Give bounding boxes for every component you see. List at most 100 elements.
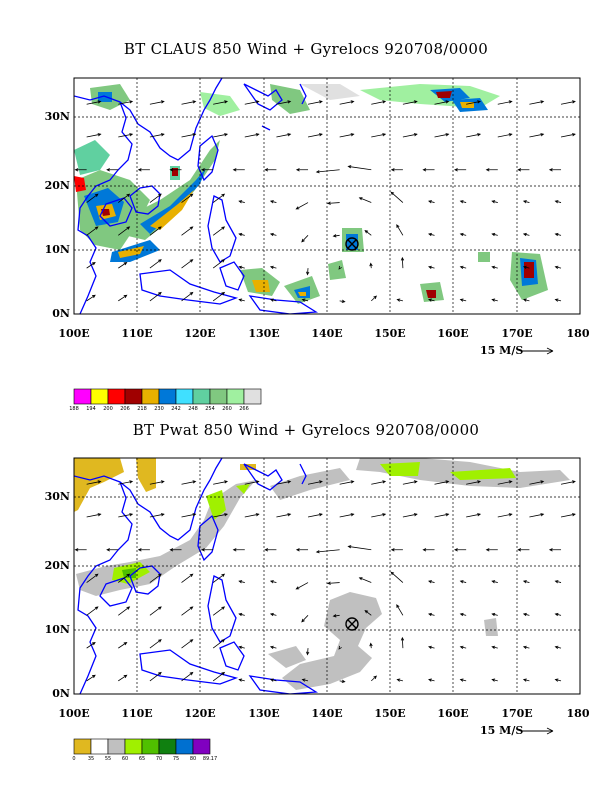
colorbar-swatch (141, 388, 160, 405)
wind-vector (238, 645, 245, 649)
wind-vector (181, 606, 194, 616)
panel2-ytick: 10N (44, 623, 70, 636)
colorbar-swatch (158, 388, 177, 405)
colorbar-swatch (175, 738, 194, 755)
wind-vector (137, 548, 150, 552)
wind-vector (390, 548, 403, 552)
wind-vector (339, 513, 355, 518)
colorbar-label: 65 (138, 756, 146, 762)
wind-vector (137, 168, 150, 172)
wind-vector (428, 678, 435, 682)
wind-vector (364, 230, 372, 236)
colorbar-label: 55 (104, 756, 112, 762)
wind-vector (459, 612, 467, 617)
wind-vector (371, 100, 387, 105)
colorbar-swatch (73, 388, 92, 405)
wind-vector (212, 606, 226, 616)
wind-vector (491, 232, 498, 237)
wind-vector (428, 232, 435, 237)
wind-vector (169, 168, 182, 172)
wind-vector (244, 513, 260, 518)
wind-vector (364, 610, 372, 616)
colorbar-label: 200 (103, 406, 113, 412)
wind-vector (529, 100, 545, 105)
panel2-map (73, 457, 581, 695)
wind-vector (269, 678, 277, 682)
wind-vector (454, 168, 467, 172)
wind-vector (212, 573, 226, 583)
wind-vector (212, 639, 226, 649)
panel2-colorbar (73, 738, 211, 755)
wind-vector (212, 259, 226, 269)
wind-vector (238, 612, 245, 617)
wind-vector (149, 573, 162, 583)
colorbar-label: 75 (172, 756, 180, 762)
wind-vector (459, 200, 467, 204)
panel1-xtick: 160E (437, 327, 469, 340)
wind-vector (149, 606, 162, 616)
wind-vector (497, 480, 513, 485)
wind-vector (244, 133, 260, 138)
colorbar-label: 35 (87, 756, 95, 762)
wind-vector (269, 580, 277, 584)
wind-vector (118, 133, 134, 138)
wind-vector (306, 268, 310, 276)
colorbar-label: 266 (239, 406, 249, 412)
colorbar-label: 218 (137, 406, 147, 412)
panel2-title: BT Pwat 850 Wind + Gyrelocs 920708/0000 (132, 421, 480, 439)
wind-vector (390, 191, 404, 203)
colorbar-swatch (124, 388, 143, 405)
colorbar-swatch (209, 388, 228, 405)
wind-vector (149, 133, 165, 138)
wind-vector (434, 513, 450, 518)
wind-vector (181, 226, 194, 236)
colorbar-swatch (192, 738, 211, 755)
panel1-ytick: 0N (52, 307, 70, 320)
panel2-ytick: 30N (44, 490, 70, 503)
wind-vector (181, 133, 197, 138)
wind-vector (149, 259, 162, 269)
wind-vector (118, 226, 131, 236)
wind-vector (213, 513, 229, 518)
wind-vector (315, 169, 340, 174)
wind-vector (428, 612, 435, 617)
wind-vector (358, 577, 372, 583)
wind-vector (491, 265, 498, 269)
panel2-xtick: 140E (311, 707, 343, 720)
wind-vector (485, 168, 498, 172)
wind-vector (212, 226, 226, 236)
wind-vector (522, 612, 530, 617)
wind-vector (554, 580, 562, 584)
panel1-xtick: 120E (184, 327, 216, 340)
wind-vector (307, 100, 323, 105)
wind-vector (149, 671, 162, 682)
wind-vector (149, 480, 165, 485)
colorbar-label: 60 (121, 756, 129, 762)
wind-vector (181, 573, 194, 583)
wind-vector (212, 291, 226, 302)
panel2-xtick: 100E (58, 707, 90, 720)
wind-vector (118, 193, 131, 203)
panel1-colorbar (73, 388, 262, 405)
wind-vector (213, 100, 229, 105)
wind-vector (181, 480, 197, 485)
panel2-ytick: 0N (52, 687, 70, 700)
colorbar-label: 206 (120, 406, 130, 412)
wind-vector (459, 645, 467, 649)
wind-vector (106, 168, 119, 172)
wind-vector (491, 678, 498, 682)
wind-vector (181, 193, 194, 203)
panel1-xtick: 110E (121, 327, 153, 340)
colorbar-swatch (192, 388, 211, 405)
wind-vector (560, 133, 576, 138)
wind-vector (560, 100, 576, 105)
wind-vector (497, 100, 513, 105)
wind-vector (554, 678, 562, 682)
wind-vector (306, 648, 310, 656)
colorbar-label: 242 (171, 406, 181, 412)
wind-vector (315, 549, 340, 554)
wind-vector (181, 100, 197, 105)
wind-vector (238, 265, 245, 269)
wind-vector (181, 639, 194, 649)
wind-vector (459, 232, 467, 237)
